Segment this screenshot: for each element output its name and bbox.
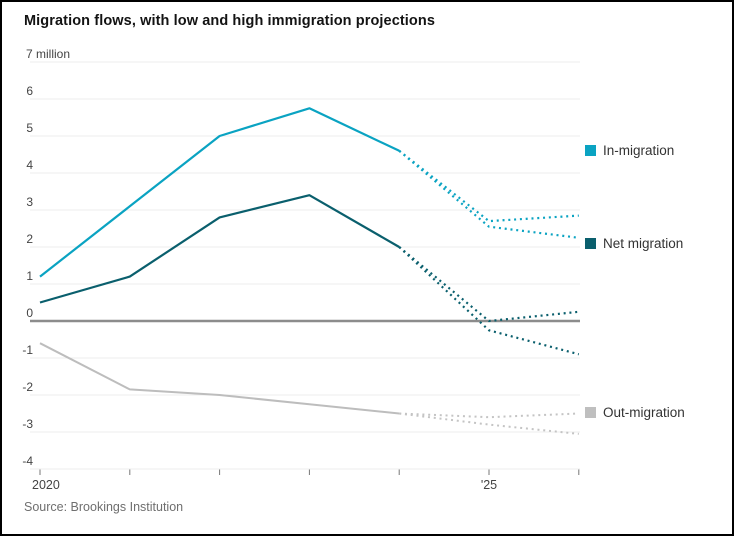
net-migration-swatch-icon	[585, 238, 596, 249]
legend-label-out-migration: Out-migration	[603, 405, 685, 420]
svg-text:'25: '25	[481, 478, 497, 492]
svg-text:-2: -2	[22, 380, 33, 394]
legend-label-in-migration: In-migration	[603, 143, 675, 158]
svg-text:4: 4	[26, 158, 33, 172]
chart-title: Migration flows, with low and high immig…	[24, 13, 435, 29]
legend-item-out-migration: Out-migration	[585, 405, 685, 420]
svg-text:2: 2	[26, 232, 33, 246]
svg-text:7 million: 7 million	[26, 47, 70, 61]
svg-text:-1: -1	[22, 343, 33, 357]
source-note: Source: Brookings Institution	[24, 500, 184, 514]
svg-text:-4: -4	[22, 454, 33, 468]
legend-label-net-migration: Net migration	[603, 236, 684, 251]
legend-item-in-migration: In-migration	[585, 143, 674, 158]
svg-text:-3: -3	[22, 417, 33, 431]
svg-text:5: 5	[26, 121, 33, 135]
out-migration-swatch-icon	[585, 407, 596, 418]
svg-text:6: 6	[26, 84, 33, 98]
svg-text:2020: 2020	[32, 478, 60, 492]
svg-text:1: 1	[26, 269, 33, 283]
legend-item-net-migration: Net migration	[585, 236, 683, 251]
svg-text:0: 0	[26, 306, 33, 320]
svg-text:3: 3	[26, 195, 33, 209]
in-migration-swatch-icon	[585, 145, 596, 156]
